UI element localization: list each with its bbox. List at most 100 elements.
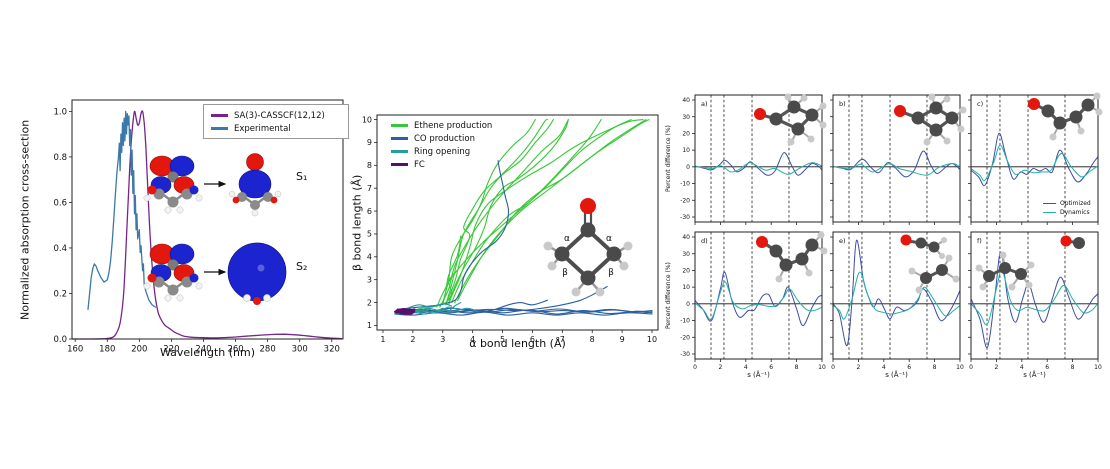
y-tick-label: 4 bbox=[367, 253, 372, 262]
legend-label: Dynamics bbox=[1060, 209, 1090, 216]
y-tick-label: 9 bbox=[367, 138, 372, 147]
x-tick-label: 3 bbox=[440, 335, 445, 344]
legend-swatch-fc bbox=[391, 163, 408, 166]
series-optimized bbox=[694, 271, 823, 327]
s-axis-label-f: s (Å⁻¹) bbox=[1023, 371, 1046, 379]
y-tick-label: 0.0 bbox=[53, 335, 67, 345]
x-tick-label: 160 bbox=[67, 345, 83, 355]
y-tick-label: 0 bbox=[686, 301, 690, 308]
y-tick-label: 1 bbox=[367, 321, 372, 330]
s1-from-orbital bbox=[142, 154, 204, 215]
pd-y-axis-label-row2: Percent difference (%) bbox=[665, 262, 672, 329]
series-dynamics bbox=[694, 162, 823, 175]
x-tick-label: 10 bbox=[647, 335, 657, 344]
alpha-bond-label-right: α bbox=[606, 234, 612, 244]
y-tick-label: 6 bbox=[367, 207, 372, 216]
y-tick-label: 2 bbox=[367, 298, 372, 307]
molecule-inset-c bbox=[1028, 92, 1103, 141]
spectrum-x-axis-label: Wavelength (nm) bbox=[159, 346, 256, 359]
subplot-letter-c: c) bbox=[977, 100, 984, 108]
subplot-letter-e: e) bbox=[839, 237, 846, 245]
alpha-bond-label-left: α bbox=[564, 234, 570, 244]
spectrum-y-axis-label: Normalized absorption cross-section bbox=[18, 119, 32, 320]
co-carbon bbox=[1073, 237, 1085, 249]
axes-frame bbox=[970, 231, 1099, 360]
s2-state-label: S₂ bbox=[296, 260, 308, 273]
x-tick-label: 8 bbox=[1071, 364, 1075, 371]
legend-item: Experimental bbox=[211, 122, 341, 135]
s-axis-label-e: s (Å⁻¹) bbox=[885, 371, 908, 379]
series-experimental bbox=[87, 110, 157, 311]
x-tick-label: 0 bbox=[693, 364, 697, 371]
x-tick-label: 2 bbox=[994, 364, 998, 371]
x-tick-label: 6 bbox=[530, 335, 535, 344]
subplot-letter-d: d) bbox=[701, 237, 708, 245]
y-tick-label: 40 bbox=[682, 97, 690, 104]
y-tick-label: 40 bbox=[682, 234, 690, 241]
y-tick-label: 10 bbox=[682, 147, 690, 154]
orbital-insets bbox=[142, 153, 287, 305]
x-tick-label: 10 bbox=[1094, 364, 1102, 371]
legend-label: SA(3)-CASSCF(12,12) bbox=[234, 110, 325, 121]
axes-frame bbox=[376, 114, 659, 331]
subplot-letter-a: a) bbox=[701, 100, 708, 108]
x-tick-label: 240 bbox=[195, 345, 211, 355]
legend-swatch-casscf bbox=[211, 114, 228, 117]
axes-frame bbox=[71, 99, 344, 340]
legend-label: Ring opening bbox=[414, 146, 471, 157]
y-tick-label: 10 bbox=[362, 115, 372, 124]
series-dynamics bbox=[970, 144, 1099, 182]
x-tick-label: 10 bbox=[956, 364, 964, 371]
subplot-a: -30 -20 -10 0 10 20 30 40 bbox=[680, 94, 823, 225]
trajectory-legend: Ethene production CO production Ring ope… bbox=[391, 119, 492, 171]
x-tick-label: 260 bbox=[227, 345, 243, 355]
x-tick-label: 200 bbox=[131, 345, 147, 355]
y-tick-label: 8 bbox=[367, 161, 372, 170]
molecule-inset-a bbox=[754, 93, 827, 146]
x-tick-label: 8 bbox=[933, 364, 937, 371]
co-oxygen bbox=[1060, 235, 1072, 247]
y-tick-label: -20 bbox=[680, 197, 690, 204]
x-tick-label: 180 bbox=[99, 345, 115, 355]
series-ethene-production bbox=[442, 119, 536, 304]
subplot-d: 0 2 4 6 8 10 -30 -20 -10 0 10 20 30 40 bbox=[680, 231, 826, 371]
legend-swatch-optimized bbox=[1043, 202, 1056, 205]
x-tick-label: 7 bbox=[560, 335, 565, 344]
s1-to-orbital bbox=[228, 153, 282, 217]
series-dynamics bbox=[970, 269, 1099, 326]
x-tick-label: 4 bbox=[744, 364, 748, 371]
subplot-letter-b: b) bbox=[839, 100, 846, 108]
legend-label: Optimized bbox=[1060, 200, 1091, 207]
x-tick-label: 9 bbox=[620, 335, 625, 344]
s2-from-orbital bbox=[142, 242, 204, 303]
series-optimized bbox=[832, 150, 961, 178]
y-tick-label: 30 bbox=[682, 251, 690, 258]
pd-legend: Optimized Dynamics bbox=[1043, 199, 1091, 217]
x-tick-label: 6 bbox=[907, 364, 911, 371]
series-co-production bbox=[397, 299, 548, 314]
x-tick-label: 10 bbox=[818, 364, 826, 371]
s-axis-label-d: s (Å⁻¹) bbox=[747, 371, 770, 379]
molecule-inset-e bbox=[900, 234, 960, 294]
x-tick-label: 280 bbox=[260, 345, 276, 355]
y-tick-label: 10 bbox=[682, 284, 690, 291]
legend-swatch-co bbox=[391, 137, 408, 140]
x-tick-label: 320 bbox=[324, 345, 340, 355]
series-ethene-production bbox=[448, 119, 644, 304]
x-tick-label: 5 bbox=[500, 335, 505, 344]
x-tick-label: 0 bbox=[969, 364, 973, 371]
x-tick-label: 8 bbox=[590, 335, 595, 344]
legend-item: SA(3)-CASSCF(12,12) bbox=[211, 109, 341, 122]
x-tick-label: 4 bbox=[470, 335, 475, 344]
carbonyl-carbon bbox=[580, 222, 596, 238]
legend-label: Ethene production bbox=[414, 120, 493, 131]
series-ethene-production bbox=[457, 119, 650, 301]
y-tick-label: -10 bbox=[680, 318, 690, 325]
trajectory-y-axis-label: β bond length (Å) bbox=[350, 174, 364, 271]
cyclobutanone-inset: α α β β bbox=[543, 198, 633, 297]
y-tick-label: 0.2 bbox=[53, 289, 67, 299]
y-tick-label: 20 bbox=[682, 268, 690, 275]
legend-swatch-ethene bbox=[391, 124, 408, 127]
legend-swatch-experimental bbox=[211, 127, 228, 130]
